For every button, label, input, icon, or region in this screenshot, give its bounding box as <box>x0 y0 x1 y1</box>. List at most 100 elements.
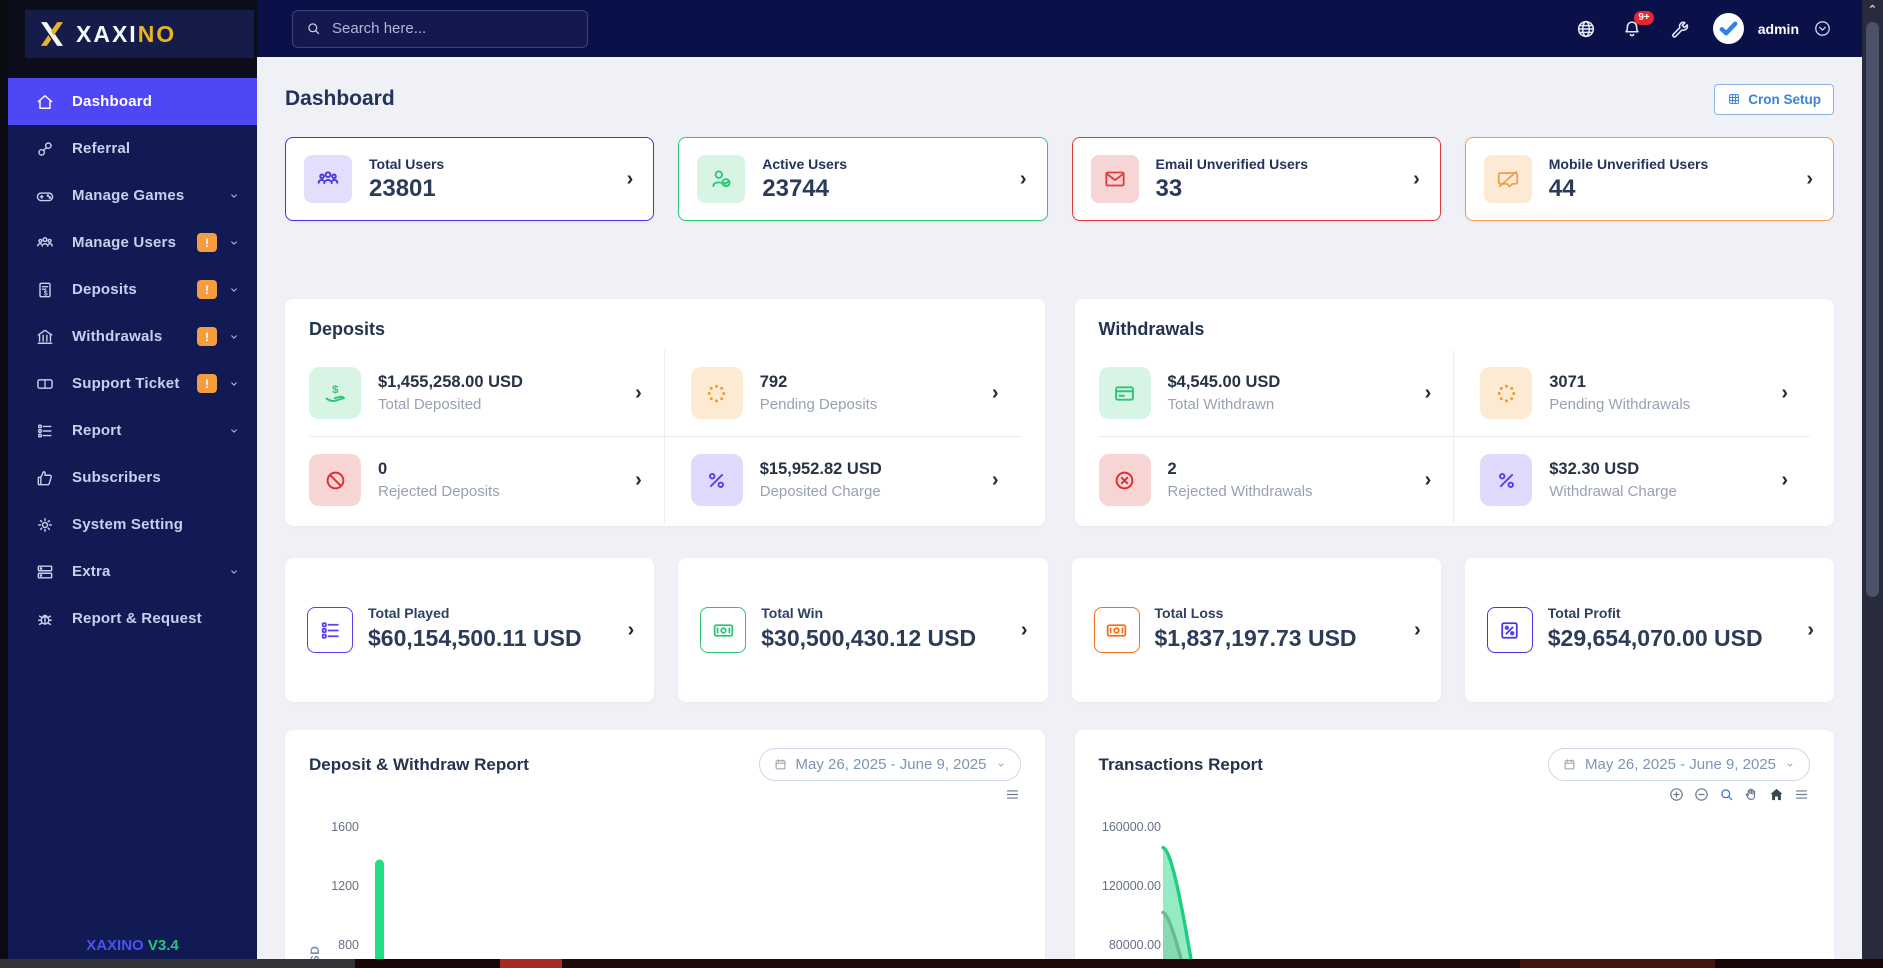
check-avatar-icon <box>1714 14 1743 43</box>
sidebar-item-subscribers[interactable]: Subscribers <box>8 454 257 501</box>
svg-text:800: 800 <box>338 938 359 952</box>
avatar[interactable] <box>1712 13 1744 44</box>
sidebar-item-referral[interactable]: Referral <box>8 125 257 172</box>
main-content: Dashboard Cron Setup Total Users 23801 › Ac… <box>257 57 1862 968</box>
svg-text:1600: 1600 <box>331 820 359 834</box>
reset-zoom-icon[interactable] <box>1768 786 1785 803</box>
chevron-right-icon: › <box>1020 619 1028 641</box>
panel-title: Deposits <box>309 319 386 339</box>
svg-text:1200: 1200 <box>331 879 359 893</box>
sidebar-item-support-ticket[interactable]: Support Ticket! <box>8 360 257 407</box>
chevron-right-icon: › <box>991 469 999 491</box>
percent-icon <box>1480 454 1533 506</box>
chevron-down-icon <box>227 377 241 391</box>
stat-card-active-users[interactable]: Active Users 23744 › <box>678 137 1048 221</box>
username[interactable]: admin <box>1757 20 1799 37</box>
sidebar-item-dashboard[interactable]: Dashboard <box>8 78 257 125</box>
date-range-select[interactable]: May 26, 2025 - June 9, 2025 <box>758 748 1021 781</box>
user-check-icon <box>697 155 746 203</box>
sidebar-item-manage-games[interactable]: Manage Games <box>8 172 257 219</box>
search-box <box>292 9 588 48</box>
transactions-chart[interactable]: 160000.00 120000.00 80000.00 <box>1099 807 1811 968</box>
stat-value: 33 <box>1155 174 1183 202</box>
hand-dollar-icon: $ <box>309 367 361 419</box>
finance-item-rejected-deposits[interactable]: 0 Rejected Deposits › <box>309 436 665 523</box>
sms-slash-icon <box>1483 155 1532 203</box>
finance-label: Rejected Deposits <box>378 483 500 500</box>
chevron-right-icon: › <box>1806 168 1813 190</box>
finance-item-withdrawal-charge[interactable]: $32.30 USD Withdrawal Charge › <box>1454 436 1810 523</box>
total-value: $60,154,500.11 USD <box>368 625 582 652</box>
envelope-icon <box>1090 155 1139 203</box>
svg-text:80000.00: 80000.00 <box>1108 938 1160 952</box>
chart-toolbar <box>309 783 1021 805</box>
search-icon <box>305 20 322 37</box>
chevron-right-icon: › <box>627 619 635 641</box>
charts-row: Deposit & Withdraw Report May 26, 2025 -… <box>285 730 1834 968</box>
chevron-down-icon <box>227 565 241 579</box>
percent-icon <box>690 454 743 506</box>
date-range-select[interactable]: May 26, 2025 - June 9, 2025 <box>1548 748 1810 781</box>
stat-card-email-unverified-users[interactable]: Email Unverified Users 33 › <box>1071 137 1441 221</box>
finance-item-rejected-withdrawals[interactable]: 2 Rejected Withdrawals › <box>1098 436 1455 523</box>
stat-card-total-users[interactable]: Total Users 23801 › <box>285 137 655 221</box>
finance-value: 792 <box>759 373 788 391</box>
cron-setup-button[interactable]: Cron Setup <box>1714 83 1834 115</box>
scrollbar-thumb[interactable] <box>1866 22 1879 597</box>
search-input[interactable] <box>332 20 575 37</box>
sidebar-item-manage-users[interactable]: Manage Users! <box>8 219 257 266</box>
finance-label: Pending Deposits <box>759 396 878 413</box>
stat-value: 23744 <box>762 174 829 202</box>
sidebar-item-extra[interactable]: Extra <box>8 548 257 595</box>
stats-row: Total Users 23801 › Active Users 23744 › Email… <box>285 137 1834 221</box>
list-icon <box>307 607 353 653</box>
stat-label: Email Unverified Users <box>1155 155 1309 172</box>
chevron-down-icon <box>227 189 241 203</box>
brand-logo[interactable]: XAXINO <box>25 10 254 58</box>
sidebar-item-deposits[interactable]: $ Deposits! <box>8 266 257 313</box>
total-card-total-loss[interactable]: Total Loss $1,837,197.73 USD › <box>1071 558 1441 702</box>
sidebar-item-withdrawals[interactable]: Withdrawals! <box>8 313 257 360</box>
stat-card-mobile-unverified-users[interactable]: Mobile Unverified Users 44 › <box>1464 137 1834 221</box>
svg-text:$: $ <box>44 289 48 297</box>
notifications-bell[interactable]: 9+ <box>1621 10 1654 40</box>
selection-zoom-icon[interactable] <box>1718 786 1735 803</box>
list-icon <box>35 421 55 441</box>
total-label: Total Played <box>368 605 450 622</box>
sidebar-item-system-setting[interactable]: System Setting <box>8 501 257 548</box>
zoom-in-icon[interactable] <box>1668 786 1685 803</box>
chart-menu-icon[interactable] <box>1004 786 1021 803</box>
alert-badge: ! <box>197 374 217 393</box>
finance-row: Deposits $ $1,455,258.00 USD Total Deposite… <box>285 299 1834 526</box>
link-icon <box>35 139 55 159</box>
deposit-withdraw-report-card: Deposit & Withdraw Report May 26, 2025 -… <box>285 730 1045 968</box>
language-globe-icon[interactable] <box>1575 18 1597 40</box>
finance-item-pending-deposits[interactable]: 792 Pending Deposits › <box>665 350 1021 436</box>
sidebar-item-report-request[interactable]: Report & Request <box>8 595 257 642</box>
logo-x-icon <box>41 22 63 46</box>
total-card-total-win[interactable]: Total Win $30,500,430.12 USD › <box>678 558 1048 702</box>
total-card-total-played[interactable]: Total Played $60,154,500.11 USD › <box>285 558 655 702</box>
circle-x-icon <box>1098 454 1151 506</box>
transactions-report-card: Transactions Report May 26, 2025 - June … <box>1074 730 1834 968</box>
finance-item-total-deposited[interactable]: $ $1,455,258.00 USD Total Deposited › <box>309 350 665 436</box>
finance-item-total-withdrawn[interactable]: $4,545.00 USD Total Withdrawn › <box>1098 350 1455 436</box>
tools-wrench-icon[interactable] <box>1667 18 1689 40</box>
finance-item-deposited-charge[interactable]: $15,952.82 USD Deposited Charge › <box>664 436 1021 523</box>
sidebar-item-report[interactable]: Report <box>8 407 257 454</box>
finance-value: $1,455,258.00 USD <box>378 373 523 391</box>
user-menu-chevron-icon[interactable] <box>1813 19 1832 38</box>
chart-menu-icon[interactable] <box>1793 786 1810 803</box>
chart-title: Transactions Report <box>1098 754 1263 774</box>
zoom-out-icon[interactable] <box>1693 786 1710 803</box>
bell-icon <box>1621 18 1643 40</box>
pan-icon[interactable] <box>1743 786 1760 803</box>
topbar-actions: 9+ admin <box>1575 10 1832 44</box>
scrollbar-up-arrow[interactable]: ⌃ <box>1867 4 1878 16</box>
finance-value: 0 <box>378 460 388 478</box>
finance-item-pending-withdrawals[interactable]: 3071 Pending Withdrawals › <box>1454 350 1810 436</box>
bank-icon <box>35 327 55 347</box>
total-card-total-profit[interactable]: Total Profit $29,654,070.00 USD › <box>1464 558 1834 702</box>
page-scrollbar[interactable]: ⌃ <box>1862 0 1883 968</box>
